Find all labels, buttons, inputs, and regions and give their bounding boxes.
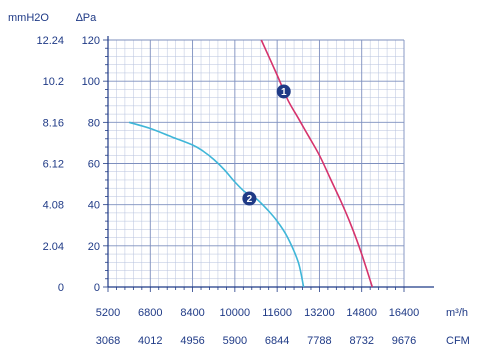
x-unit-cfm: CFM xyxy=(446,335,470,347)
series: 12 xyxy=(128,39,374,288)
y-tick-label-pa: 0 xyxy=(94,282,100,294)
y-tick-label-mmh2o: 12.24 xyxy=(36,35,64,47)
y-tick-labels-mmh2o: 0 2.04 4.08 6.12 8.16 10.2 12.24 xyxy=(36,35,64,294)
x-tick-label-cfm: 3068 xyxy=(96,335,120,347)
y-tick-labels-pa: 0 20 40 60 80 100 120 xyxy=(82,35,100,294)
y-tick-label-mmh2o: 4.08 xyxy=(43,200,64,212)
y-unit-mmh2o: mmH2O xyxy=(8,12,49,24)
series-badge-label: 1 xyxy=(281,87,287,98)
x-tick-label-cfm: 9676 xyxy=(392,335,416,347)
y-tick-label-pa: 120 xyxy=(82,35,100,47)
y-tick-label-mmh2o: 10.2 xyxy=(43,76,64,88)
x-tick-label-m3h: 14800 xyxy=(346,307,377,319)
grid xyxy=(108,39,405,287)
series-badge-label: 2 xyxy=(247,194,253,205)
x-tick-label-m3h: 5200 xyxy=(96,307,120,319)
y-tick-label-mmh2o: 0 xyxy=(58,282,64,294)
y-tick-label-mmh2o: 8.16 xyxy=(43,117,64,129)
x-tick-labels-cfm: 3068 4012 4956 5900 6844 7788 8732 9676 xyxy=(96,335,416,347)
x-tick-label-m3h: 16400 xyxy=(389,307,420,319)
series-badge-2 xyxy=(242,191,257,206)
series-line-2 xyxy=(128,121,305,288)
x-tick-label-m3h: 11600 xyxy=(262,307,292,319)
y-tick-label-pa: 20 xyxy=(88,241,100,253)
x-unit-m3h: m³/h xyxy=(446,307,468,319)
x-tick-label-cfm: 6844 xyxy=(265,335,289,347)
x-tick-label-cfm: 4012 xyxy=(138,335,162,347)
y-tick-label-mmh2o: 6.12 xyxy=(43,159,64,171)
x-tick-label-cfm: 8732 xyxy=(349,335,373,347)
x-tick-label-m3h: 8400 xyxy=(180,307,204,319)
y-tick-label-pa: 100 xyxy=(82,76,100,88)
y-tick-label-pa: 60 xyxy=(88,159,100,171)
x-tick-label-m3h: 6800 xyxy=(138,307,162,319)
x-tick-label-m3h: 13200 xyxy=(304,307,335,319)
x-tick-label-m3h: 10000 xyxy=(220,307,251,319)
y-unit-pa: ∆Pa xyxy=(76,12,97,24)
y-tick-label-mmh2o: 2.04 xyxy=(43,241,64,253)
series-badge-1 xyxy=(276,84,291,99)
x-tick-labels-m3h: 5200 6800 8400 10000 11600 13200 14800 16400 xyxy=(96,307,420,319)
x-tick-label-cfm: 4956 xyxy=(180,335,204,347)
x-tick-label-cfm: 7788 xyxy=(307,335,331,347)
y-tick-label-pa: 40 xyxy=(88,200,100,212)
axes xyxy=(103,36,434,292)
x-tick-label-cfm: 5900 xyxy=(223,335,247,347)
y-tick-label-pa: 80 xyxy=(88,117,100,129)
